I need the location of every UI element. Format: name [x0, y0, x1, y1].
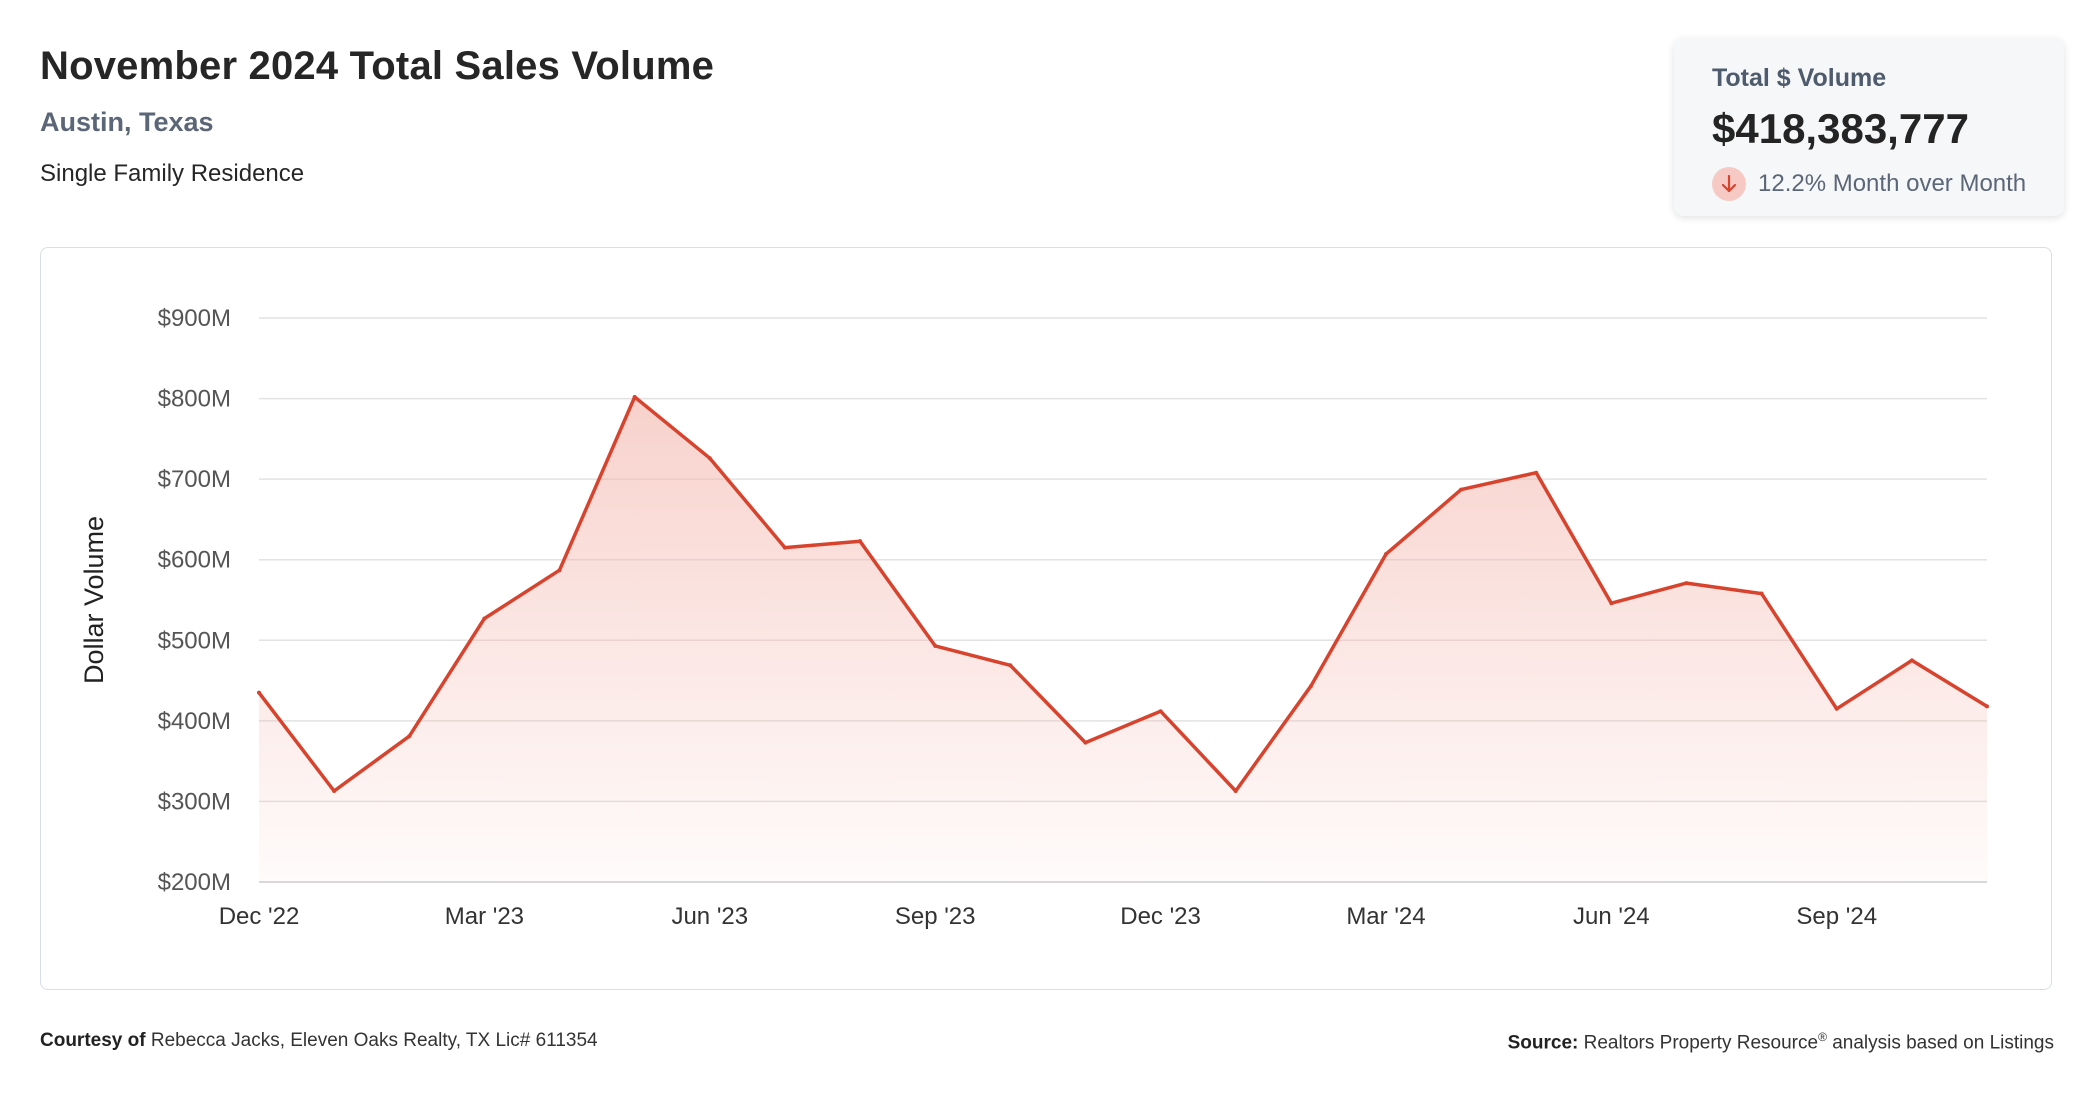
- data-point: [407, 734, 412, 739]
- data-point: [1459, 487, 1464, 492]
- source-suffix: analysis based on Listings: [1832, 1032, 2054, 1054]
- x-tick-label: Dec '22: [219, 903, 300, 930]
- data-point: [782, 545, 787, 550]
- y-tick-label: $800M: [158, 386, 231, 413]
- data-point: [632, 394, 637, 399]
- x-tick-label: Dec '23: [1120, 903, 1201, 930]
- registered-mark: ®: [1818, 1030, 1827, 1044]
- chart-panel: $900M $800M $700M $600M $500M $400M $300M $200M…: [40, 247, 2052, 990]
- volume-line: [257, 395, 1988, 793]
- data-point: [1834, 706, 1839, 711]
- x-tick-label: Mar '23: [445, 903, 524, 930]
- data-point: [1083, 740, 1088, 745]
- x-tick-label: Mar '24: [1346, 903, 1425, 930]
- data-point: [858, 539, 863, 544]
- data-points: [257, 394, 1989, 793]
- courtesy-text: Rebecca Jacks, Eleven Oaks Realty, TX Li…: [150, 1030, 598, 1051]
- x-tick-label: Sep '24: [1796, 903, 1877, 930]
- total-volume-card: Total $ Volume $418,383,777 12.2% Month …: [1674, 38, 2064, 216]
- arrow-down-icon: [1712, 167, 1746, 201]
- courtesy-footer: Courtesy of Rebecca Jacks, Eleven Oaks R…: [40, 1030, 598, 1052]
- y-axis-ticks: $900M $800M $700M $600M $500M $400M $300M $200M: [158, 305, 231, 896]
- report-header: November 2024 Total Sales Volume Austin,…: [40, 44, 714, 188]
- data-point: [557, 568, 562, 573]
- data-point: [1759, 591, 1764, 596]
- page-title: November 2024 Total Sales Volume: [40, 44, 715, 88]
- kpi-value: $418,383,777: [1712, 105, 1969, 152]
- kpi-label: Total $ Volume: [1712, 64, 1887, 92]
- data-point: [257, 690, 261, 695]
- data-point: [482, 616, 487, 621]
- data-point: [1383, 552, 1388, 557]
- data-point: [1909, 658, 1914, 663]
- data-point: [1534, 470, 1539, 475]
- data-point: [1158, 709, 1163, 714]
- sales-volume-chart: $900M $800M $700M $600M $500M $400M $300M $200M…: [79, 305, 1989, 930]
- data-point: [707, 456, 712, 461]
- source-footer: Source: Realtors Property Resource® anal…: [1508, 1030, 2054, 1054]
- kpi-change-text: 12.2% Month over Month: [1758, 170, 2027, 197]
- data-point: [1985, 704, 1989, 709]
- x-tick-label: Jun '23: [671, 903, 748, 930]
- y-tick-label: $700M: [158, 466, 231, 493]
- data-point: [1609, 601, 1614, 606]
- volume-area: [259, 397, 1987, 882]
- data-point: [1008, 663, 1013, 668]
- data-point: [1233, 788, 1238, 793]
- y-tick-label: $200M: [158, 869, 231, 896]
- data-point: [1684, 581, 1689, 586]
- property-type-label: Single Family Residence: [40, 160, 305, 187]
- y-tick-label: $400M: [158, 708, 231, 735]
- data-point: [933, 643, 938, 648]
- x-axis-ticks: Dec '22 Mar '23 Jun '23 Sep '23 Dec '23 Mar '…: [219, 903, 1877, 930]
- x-tick-label: Jun '24: [1573, 903, 1650, 930]
- source-label: Source:: [1507, 1032, 1579, 1054]
- source-text: Realtors Property Resource: [1583, 1032, 1819, 1054]
- kpi-change: 12.2% Month over Month: [1712, 167, 2064, 201]
- y-tick-label: $900M: [158, 305, 231, 332]
- y-tick-label: $300M: [158, 788, 231, 815]
- data-point: [1308, 684, 1313, 689]
- x-tick-label: Sep '23: [895, 903, 976, 930]
- y-axis-title: Dollar Volume: [79, 516, 109, 684]
- data-point: [332, 788, 337, 793]
- y-tick-label: $600M: [158, 547, 231, 574]
- location-subtitle: Austin, Texas: [40, 107, 214, 137]
- y-tick-label: $500M: [158, 627, 231, 654]
- courtesy-label: Courtesy of: [40, 1030, 146, 1051]
